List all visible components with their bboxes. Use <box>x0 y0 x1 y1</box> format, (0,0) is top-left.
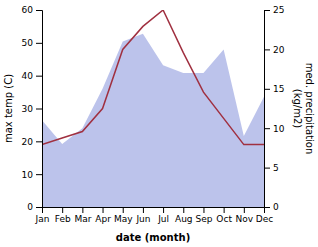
tick-label: Nov <box>236 214 254 224</box>
tick-mark <box>264 168 270 169</box>
tick-label: Feb <box>55 214 71 224</box>
tick-mark <box>264 49 270 50</box>
tick-mark <box>123 207 124 213</box>
axis-line <box>43 208 265 214</box>
tick: 25 <box>264 5 284 15</box>
tick: 60 <box>22 5 42 15</box>
tick-label: May <box>114 214 133 224</box>
tick: Jun <box>135 207 150 224</box>
y-axis-label: max temp (C) <box>3 74 14 143</box>
tick-mark <box>36 109 42 110</box>
tick: Aug <box>175 207 193 224</box>
tick-label: Sep <box>195 214 212 224</box>
tick-label: 15 <box>273 84 284 94</box>
tick-label: Oct <box>216 214 232 224</box>
plot: JanFebMarAprMayJunJulAugSepOctNovDec0102… <box>22 5 285 224</box>
tick-mark <box>36 174 42 175</box>
tick: 50 <box>22 38 42 48</box>
tick-mark <box>36 207 42 208</box>
tick-label: 0 <box>273 202 279 212</box>
tick: Jul <box>157 207 169 224</box>
tick-label: Jul <box>157 214 169 224</box>
tick: 20 <box>22 137 42 147</box>
tick-label: 40 <box>22 71 34 81</box>
tick-label: 25 <box>273 5 284 15</box>
tick-mark <box>36 76 42 77</box>
tick-mark <box>264 10 270 11</box>
tick: Apr <box>95 207 111 224</box>
tick-mark <box>183 207 184 213</box>
tick-label: Jun <box>135 214 150 224</box>
area <box>42 34 264 207</box>
tick: Oct <box>216 207 232 224</box>
tick-label: Apr <box>95 214 111 224</box>
chart: JanFebMarAprMayJunJulAugSepOctNovDec0102… <box>0 0 318 247</box>
y2-axis-label: med. precipitation(kg/m2) <box>292 63 315 155</box>
tick: 15 <box>264 84 284 94</box>
tick-label: 30 <box>22 104 34 114</box>
tick-label: Jan <box>35 214 50 224</box>
tick-mark <box>203 207 204 213</box>
tick: Dec <box>256 207 273 224</box>
tick-label: 10 <box>273 124 285 134</box>
tick-mark <box>62 207 63 213</box>
tick: Sep <box>195 207 212 224</box>
x-axis-label: date (month) <box>116 232 190 243</box>
tick: 5 <box>264 163 279 173</box>
tick-mark <box>264 128 270 129</box>
tick-mark <box>264 207 270 208</box>
tick-mark <box>163 207 164 213</box>
y-axis: 0 10 20 30 40 50 60 <box>22 5 43 212</box>
tick-mark <box>36 43 42 44</box>
tick: 10 <box>264 124 285 134</box>
axis-line <box>265 11 271 208</box>
tick-mark <box>224 207 225 213</box>
tick-mark <box>244 207 245 213</box>
x-axis: Jan FebMar AprMayJun Jul AugSep Oct NovDec <box>35 207 274 224</box>
tick-mark <box>36 10 42 11</box>
tick: Mar <box>74 207 91 224</box>
tick-label: Mar <box>74 214 91 224</box>
tick: 10 <box>22 170 42 180</box>
tick: Feb <box>55 207 71 224</box>
tick: Jan <box>35 207 50 224</box>
tick-label: 5 <box>273 163 279 173</box>
tick-mark <box>264 89 270 90</box>
tick: May <box>114 207 133 224</box>
tick-label: 50 <box>22 38 34 48</box>
tick-label: 20 <box>22 137 34 147</box>
tick: 30 <box>22 104 42 114</box>
tick-label: 20 <box>273 45 285 55</box>
y2-axis: 0 5 10 15 20 25 <box>264 5 285 212</box>
tick-label: 10 <box>22 170 34 180</box>
tick: 0 <box>27 202 42 212</box>
line <box>42 10 264 145</box>
tick-mark <box>36 141 42 142</box>
tick: 40 <box>22 71 42 81</box>
tick: 0 <box>264 202 279 212</box>
tick-label: 0 <box>27 202 33 212</box>
tick-mark <box>82 207 83 213</box>
tick: Nov <box>236 207 254 224</box>
tick-label: Aug <box>175 214 193 224</box>
tick: 20 <box>264 45 285 55</box>
axis-line <box>36 11 43 208</box>
tick-mark <box>143 207 144 213</box>
tick-label: Dec <box>256 214 273 224</box>
tick-mark <box>103 207 104 213</box>
tick-label: 60 <box>22 5 34 15</box>
marks <box>42 10 264 207</box>
